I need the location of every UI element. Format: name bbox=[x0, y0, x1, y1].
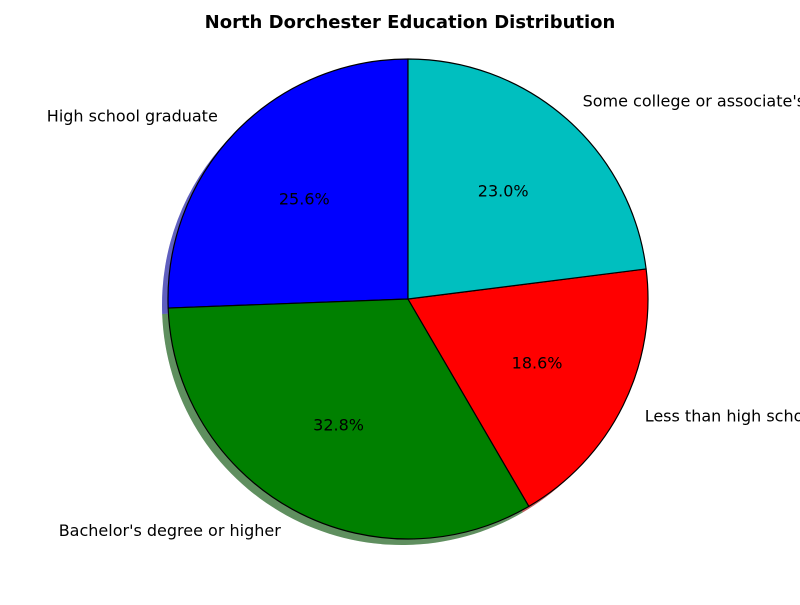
slice-label-less-than-high-school: Less than high school bbox=[645, 406, 800, 425]
pct-label-bachelor-s-degree-or-higher: 32.8% bbox=[313, 416, 364, 435]
pct-label-high-school-graduate: 25.6% bbox=[279, 190, 330, 209]
slice-label-some-college-or-associate-s-degree: Some college or associate's degree bbox=[583, 92, 800, 111]
pie-slice-some-college-or-associate-s-degree bbox=[407, 58, 647, 300]
slice-label-high-school-graduate: High school graduate bbox=[47, 106, 218, 125]
pie-slice-bachelor-s-degree-or-higher bbox=[167, 298, 530, 540]
pie-slice-less-than-high-school bbox=[407, 268, 649, 507]
pie-label-layer: 25.6% High school graduate 32.8% Bachelor's… bbox=[47, 92, 800, 540]
slice-label-bachelor-s-degree-or-higher: Bachelor's degree or higher bbox=[59, 521, 282, 540]
chart-title: North Dorchester Education Distribution bbox=[205, 12, 616, 33]
pie-slice-layer bbox=[167, 58, 649, 540]
pct-label-some-college-or-associate-s-degree: 23.0% bbox=[478, 182, 529, 201]
pie-slice-high-school-graduate bbox=[167, 58, 409, 309]
pct-label-less-than-high-school: 18.6% bbox=[512, 353, 563, 372]
